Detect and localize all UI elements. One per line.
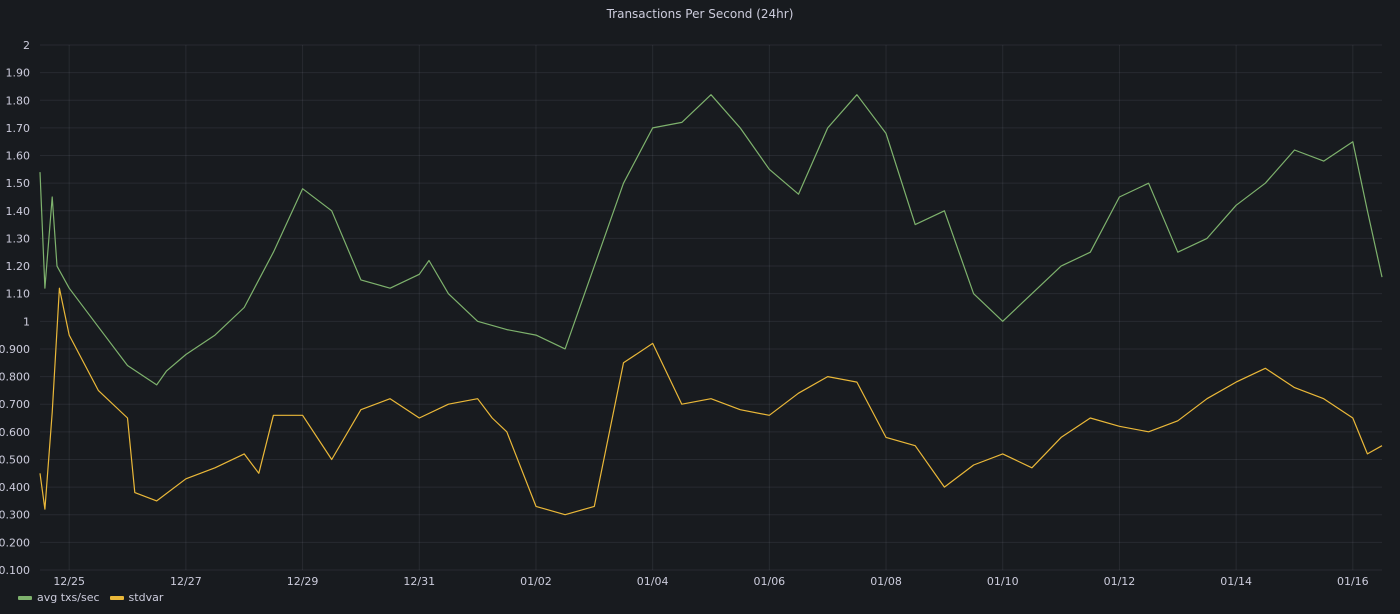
y-tick-label: 2 xyxy=(23,39,30,52)
x-tick-label: 12/25 xyxy=(53,575,85,588)
y-tick-label: 1.70 xyxy=(6,122,31,135)
x-axis-ticks: 12/25 12/27 12/29 12/31 01/02 01/04 01/06 01/08… xyxy=(53,575,1368,588)
legend-item-stdvar[interactable]: stdvar xyxy=(109,591,164,604)
series-line-stdvar[interactable] xyxy=(39,287,1383,516)
chart-series xyxy=(39,94,1383,516)
y-tick-label: 1.50 xyxy=(6,177,31,190)
y-axis-ticks: 0.100 0.200 0.300 0.400 0.500 0.600 0.700 0.800… xyxy=(0,39,30,577)
x-tick-label: 01/08 xyxy=(870,575,902,588)
x-tick-label: 12/29 xyxy=(287,575,319,588)
y-tick-label: 0.600 xyxy=(0,426,30,439)
y-tick-label: 0.800 xyxy=(0,371,30,384)
legend-swatch-avg-txs xyxy=(18,595,32,600)
x-tick-label: 01/12 xyxy=(1104,575,1136,588)
x-tick-label: 01/02 xyxy=(520,575,552,588)
y-tick-label: 1.20 xyxy=(6,260,31,273)
legend-label-avg-txs: avg txs/sec xyxy=(37,591,100,604)
x-tick-label: 12/31 xyxy=(403,575,435,588)
y-tick-label: 1.90 xyxy=(6,67,31,80)
y-tick-label: 0.900 xyxy=(0,343,30,356)
x-tick-label: 01/16 xyxy=(1337,575,1369,588)
y-tick-label: 0.100 xyxy=(0,564,30,577)
legend-swatch-stdvar xyxy=(109,595,124,600)
x-tick-label: 01/10 xyxy=(987,575,1019,588)
legend-item-avg-txs[interactable]: avg txs/sec xyxy=(18,591,100,604)
y-tick-label: 1.40 xyxy=(6,205,31,218)
legend-label-stdvar: stdvar xyxy=(128,591,164,604)
chart-grid xyxy=(40,44,1382,571)
y-tick-label: 1.10 xyxy=(6,288,31,301)
y-tick-label: 0.700 xyxy=(0,398,30,411)
y-tick-label: 1.80 xyxy=(6,94,31,107)
x-tick-label: 01/06 xyxy=(753,575,785,588)
x-tick-label: 01/14 xyxy=(1220,575,1252,588)
y-tick-label: 0.200 xyxy=(0,536,30,549)
y-tick-label: 0.300 xyxy=(0,509,30,522)
chart-legend: avg txs/sec stdvar xyxy=(18,591,163,604)
y-tick-label: 1 xyxy=(23,315,30,328)
y-tick-label: 1.30 xyxy=(6,232,31,245)
y-tick-label: 0.500 xyxy=(0,453,30,466)
y-tick-label: 0.400 xyxy=(0,481,30,494)
x-tick-label: 12/27 xyxy=(170,575,202,588)
x-tick-label: 01/04 xyxy=(637,575,669,588)
panel-title: Transactions Per Second (24hr) xyxy=(606,7,794,21)
series-line-avg-txs[interactable] xyxy=(39,94,1383,386)
y-tick-label: 1.60 xyxy=(6,150,31,163)
